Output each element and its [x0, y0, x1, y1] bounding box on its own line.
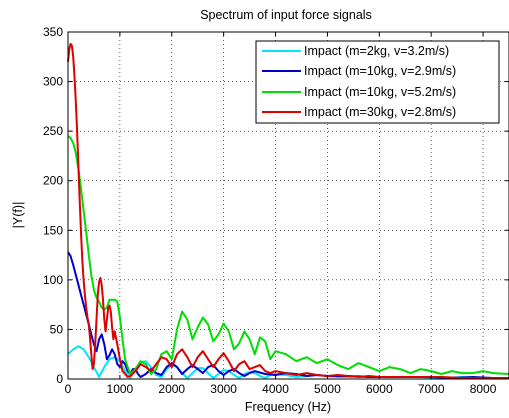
- y-tick-label: 300: [43, 75, 63, 89]
- series-line-3: [67, 135, 509, 375]
- axis-ticks: [67, 31, 509, 380]
- x-tick-label: 7000: [418, 382, 445, 396]
- x-tick-label: 2000: [158, 382, 185, 396]
- y-tick-label: 200: [43, 174, 63, 188]
- chart-title: Spectrum of input force signals: [200, 8, 372, 22]
- legend-box: [255, 40, 500, 124]
- legend-label-2: Impact (m=10kg, v=2.9m/s): [304, 64, 456, 78]
- x-tick-label: 8000: [470, 382, 497, 396]
- legend-label-4: Impact (m=30kg, v=2.8m/s): [304, 105, 456, 119]
- y-tick-label: 350: [43, 25, 63, 39]
- y-axis-label: |Y(f)|: [11, 202, 25, 229]
- plot-frame: [67, 31, 509, 380]
- x-tick-label: 6000: [366, 382, 393, 396]
- x-tick-label: 4000: [262, 382, 289, 396]
- x-tick-label: 0: [65, 382, 72, 396]
- y-tick-label: 0: [56, 372, 63, 386]
- series-line-2: [67, 251, 509, 379]
- y-tick-labels: 0 50 100 150 200 250 300 350: [43, 25, 63, 386]
- y-tick-label: 150: [43, 223, 63, 237]
- legend-label-3: Impact (m=10kg, v=5.2m/s): [304, 85, 456, 99]
- legend: Impact (m=2kg, v=3.2m/s) Impact (m=10kg,…: [255, 40, 500, 124]
- y-tick-label: 100: [43, 273, 63, 287]
- x-tick-label: 3000: [210, 382, 237, 396]
- x-tick-labels: 0 1000 2000 3000 4000 5000 6000 7000 8000: [65, 382, 497, 396]
- x-axis-label: Frequency (Hz): [245, 400, 331, 414]
- series-line-4: [67, 42, 509, 379]
- y-tick-label: 250: [43, 124, 63, 138]
- x-tick-label: 1000: [107, 382, 134, 396]
- series-layer: [67, 42, 509, 379]
- legend-label-1: Impact (m=2kg, v=3.2m/s): [304, 44, 449, 58]
- x-tick-label: 5000: [314, 382, 341, 396]
- y-tick-label: 50: [50, 322, 64, 336]
